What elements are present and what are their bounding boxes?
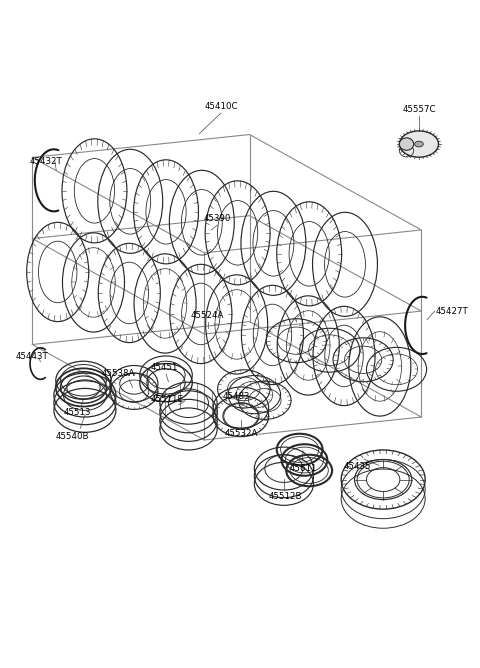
Text: 45443T: 45443T [16,353,48,361]
Ellipse shape [399,131,439,157]
Text: 45511E: 45511E [151,395,184,403]
Text: 45513: 45513 [64,408,92,417]
Text: 45410C: 45410C [204,102,238,111]
Text: 45538A: 45538A [102,369,135,378]
Text: 45390: 45390 [204,214,231,223]
Text: 45432T: 45432T [29,157,62,166]
Ellipse shape [415,141,423,147]
Text: 45524A: 45524A [191,311,224,320]
Text: 45557C: 45557C [402,106,436,114]
Text: 45451: 45451 [151,363,179,372]
Ellipse shape [399,138,414,150]
Text: 45512B: 45512B [269,492,302,502]
Text: 45435: 45435 [343,462,371,471]
Text: 45611: 45611 [289,464,317,473]
Text: 45483: 45483 [222,392,250,401]
Text: 45532A: 45532A [224,430,258,438]
Text: 45427T: 45427T [436,307,468,315]
Text: 45540B: 45540B [55,432,89,441]
